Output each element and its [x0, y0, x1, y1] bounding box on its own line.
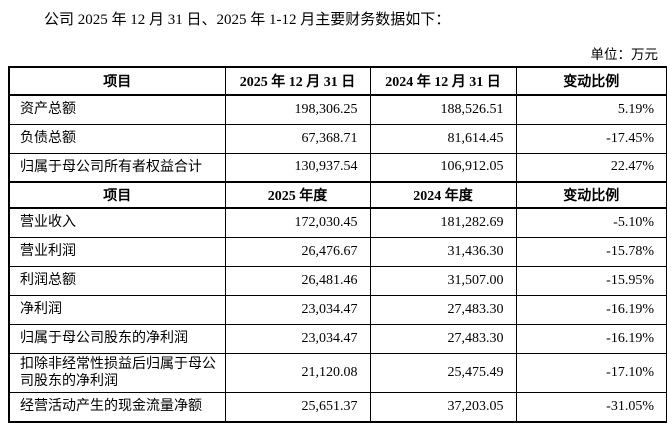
value-2024-cell: 181,282.69 [369, 207, 517, 238]
value-2024-cell: 27,483.30 [369, 323, 517, 354]
value-2025-cell: 25,651.37 [224, 391, 371, 423]
header-2025-period: 2025 年度 [224, 181, 371, 209]
value-2025-cell: 130,937.54 [224, 152, 371, 183]
table-row: 扣除非经常性损益后归属于母公司股东的净利润 21,120.08 25,475.4… [8, 352, 667, 393]
unit-label: 单位：万元 [590, 47, 659, 62]
item-cell: 负债总额 [8, 123, 226, 154]
table-row: 营业利润 26,476.67 31,436.30 -15.78% [8, 236, 667, 267]
table-header-row-income: 项目 2025 年度 2024 年度 变动比例 [8, 181, 667, 209]
header-2024-period: 2024 年度 [369, 181, 517, 209]
item-cell: 营业收入 [8, 207, 226, 238]
change-cell: -16.19% [515, 294, 667, 325]
table-row: 归属于母公司所有者权益合计 130,937.54 106,912.05 22.4… [8, 152, 667, 183]
header-change-ratio: 变动比例 [515, 66, 667, 96]
table-row: 利润总额 26,481.46 31,507.00 -15.95% [8, 265, 667, 296]
table-row: 经营活动产生的现金流量净额 25,651.37 37,203.05 -31.05… [8, 391, 667, 423]
change-cell: -5.10% [515, 207, 667, 238]
value-2024-cell: 81,614.45 [369, 123, 517, 154]
value-2024-cell: 27,483.30 [369, 294, 517, 325]
change-cell: -16.19% [515, 323, 667, 354]
header-2025-date: 2025 年 12 月 31 日 [224, 66, 371, 96]
table-row: 净利润 23,034.47 27,483.30 -16.19% [8, 294, 667, 325]
item-cell: 营业利润 [8, 236, 226, 267]
header-item: 项目 [8, 181, 226, 209]
item-cell: 经营活动产生的现金流量净额 [8, 391, 226, 423]
financial-data-table: 项目 2025 年 12 月 31 日 2024 年 12 月 31 日 变动比… [8, 66, 667, 423]
value-2025-cell: 172,030.45 [224, 207, 371, 238]
change-cell: 5.19% [515, 94, 667, 125]
item-cell: 扣除非经常性损益后归属于母公司股东的净利润 [8, 352, 226, 393]
header-2024-date: 2024 年 12 月 31 日 [369, 66, 517, 96]
item-cell: 资产总额 [8, 94, 226, 125]
value-2024-cell: 37,203.05 [369, 391, 517, 423]
table-row: 负债总额 67,368.71 81,614.45 -17.45% [8, 123, 667, 154]
item-cell: 利润总额 [8, 265, 226, 296]
value-2025-cell: 198,306.25 [224, 94, 371, 125]
value-2025-cell: 23,034.47 [224, 294, 371, 325]
change-cell: -15.95% [515, 265, 667, 296]
value-2024-cell: 188,526.51 [369, 94, 517, 125]
value-2025-cell: 21,120.08 [224, 352, 371, 393]
page-title: 公司 2025 年 12 月 31 日、2025 年 1-12 月主要财务数据如… [44, 12, 451, 28]
value-2024-cell: 31,507.00 [369, 265, 517, 296]
change-cell: -17.45% [515, 123, 667, 154]
item-cell: 净利润 [8, 294, 226, 325]
header-item: 项目 [8, 66, 226, 96]
value-2024-cell: 31,436.30 [369, 236, 517, 267]
table-row: 资产总额 198,306.25 188,526.51 5.19% [8, 94, 667, 125]
value-2025-cell: 67,368.71 [224, 123, 371, 154]
item-cell: 归属于母公司所有者权益合计 [8, 152, 226, 183]
value-2025-cell: 26,481.46 [224, 265, 371, 296]
change-cell: -17.10% [515, 352, 667, 393]
change-cell: 22.47% [515, 152, 667, 183]
table-header-row-balance: 项目 2025 年 12 月 31 日 2024 年 12 月 31 日 变动比… [8, 66, 667, 96]
value-2025-cell: 23,034.47 [224, 323, 371, 354]
table-row: 营业收入 172,030.45 181,282.69 -5.10% [8, 207, 667, 238]
change-cell: -15.78% [515, 236, 667, 267]
change-cell: -31.05% [515, 391, 667, 423]
table-row: 归属于母公司股东的净利润 23,034.47 27,483.30 -16.19% [8, 323, 667, 354]
item-cell: 归属于母公司股东的净利润 [8, 323, 226, 354]
value-2024-cell: 106,912.05 [369, 152, 517, 183]
header-change-ratio: 变动比例 [515, 181, 667, 209]
value-2024-cell: 25,475.49 [369, 352, 517, 393]
value-2025-cell: 26,476.67 [224, 236, 371, 267]
